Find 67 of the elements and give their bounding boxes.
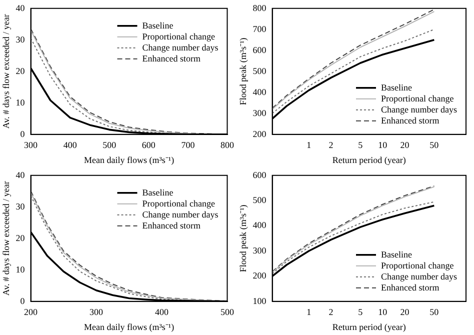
y-tick-label: 200: [252, 270, 267, 281]
x-tick-label: 400: [155, 307, 170, 318]
x-tick-label: 2: [328, 140, 334, 150]
legend-label: Baseline: [142, 20, 174, 30]
y-tick-label: 40: [16, 2, 26, 13]
y-axis-title: Flood peak (m³s⁻¹): [238, 38, 248, 106]
y-tick-label: 10: [16, 97, 26, 108]
x-tick-label: 5: [358, 140, 364, 150]
x-tick-label: 700: [181, 140, 196, 150]
x-tick-label: 600: [142, 140, 156, 150]
legend-label: Enhanced storm: [381, 115, 440, 126]
x-axis-title: Return period (year): [332, 154, 406, 165]
x-axis-title: Return period (year): [332, 322, 406, 332]
y-tick-label: 400: [252, 220, 267, 230]
legend-label: Proportional change: [381, 260, 454, 270]
legend-label: Enhanced storm: [142, 53, 200, 64]
x-tick-label: 50: [430, 307, 440, 318]
x-tick-label: 2: [328, 307, 334, 318]
x-tick-label: 1: [306, 140, 312, 150]
legend-label: Enhanced storm: [142, 220, 200, 230]
y-tick-label: 300: [252, 108, 267, 118]
y-tick-label: 30: [16, 201, 26, 212]
y-tick-label: 0: [20, 128, 26, 139]
legend-label: Change number days: [142, 42, 219, 52]
x-tick-label: 20: [400, 140, 410, 150]
x-tick-label: 20: [400, 307, 410, 318]
x-tick-label: 300: [90, 307, 104, 318]
y-tick-label: 800: [252, 2, 267, 13]
legend-label: Change number days: [381, 271, 458, 282]
legend-label: Enhanced storm: [381, 282, 440, 292]
y-tick-label: 30: [16, 34, 26, 44]
legend-label: Proportional change: [381, 93, 454, 104]
x-axis-title: Mean daily flows (m³s⁻¹): [84, 154, 174, 165]
legend-label: Baseline: [381, 82, 412, 92]
y-axis-title: Av. # days flow exceeded / year: [0, 181, 11, 296]
x-tick-label: 10: [378, 307, 388, 318]
y-tick-label: 600: [252, 170, 267, 180]
legend-label: Change number days: [142, 209, 219, 220]
legend-label: Baseline: [381, 249, 412, 260]
legend-label: Proportional change: [142, 31, 215, 42]
legend-label: Change number days: [381, 104, 458, 114]
x-tick-label: 5: [358, 307, 364, 318]
y-tick-label: 10: [16, 264, 26, 274]
x-axis-title: Mean daily flows (m³s⁻¹): [84, 322, 174, 332]
y-tick-label: 20: [16, 66, 26, 76]
y-tick-label: 300: [252, 245, 267, 256]
x-tick-label: 500: [102, 140, 117, 150]
x-tick-label: 800: [220, 140, 234, 150]
y-axis-title: Flood peak (m³s⁻¹): [238, 204, 248, 272]
y-tick-label: 600: [252, 44, 267, 55]
y-tick-label: 500: [252, 66, 267, 76]
y-tick-label: 400: [252, 86, 267, 97]
legend-label: Proportional change: [142, 198, 215, 208]
y-tick-label: 500: [252, 194, 267, 205]
x-tick-label: 10: [378, 140, 388, 150]
y-tick-label: 200: [252, 128, 267, 139]
x-tick-label: 500: [220, 307, 234, 318]
legend-label: Baseline: [142, 187, 174, 198]
y-tick-label: 40: [16, 170, 26, 180]
y-tick-label: 0: [20, 296, 26, 306]
y-axis-title: Av. # days flow exceeded / year: [0, 14, 11, 129]
y-tick-label: 20: [16, 232, 26, 243]
x-tick-label: 1: [306, 307, 312, 318]
x-tick-label: 400: [63, 140, 78, 150]
y-tick-label: 700: [252, 24, 267, 34]
y-tick-label: 100: [252, 296, 267, 306]
x-tick-label: 50: [430, 140, 440, 150]
